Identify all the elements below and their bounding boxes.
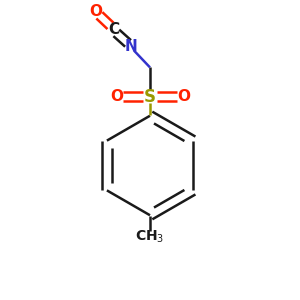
Text: S: S [144,88,156,106]
Text: O: O [110,89,123,104]
Text: O: O [89,4,102,19]
Text: C: C [108,22,119,37]
Text: O: O [177,89,190,104]
Text: N: N [124,39,137,54]
Text: CH$_3$: CH$_3$ [135,229,165,245]
